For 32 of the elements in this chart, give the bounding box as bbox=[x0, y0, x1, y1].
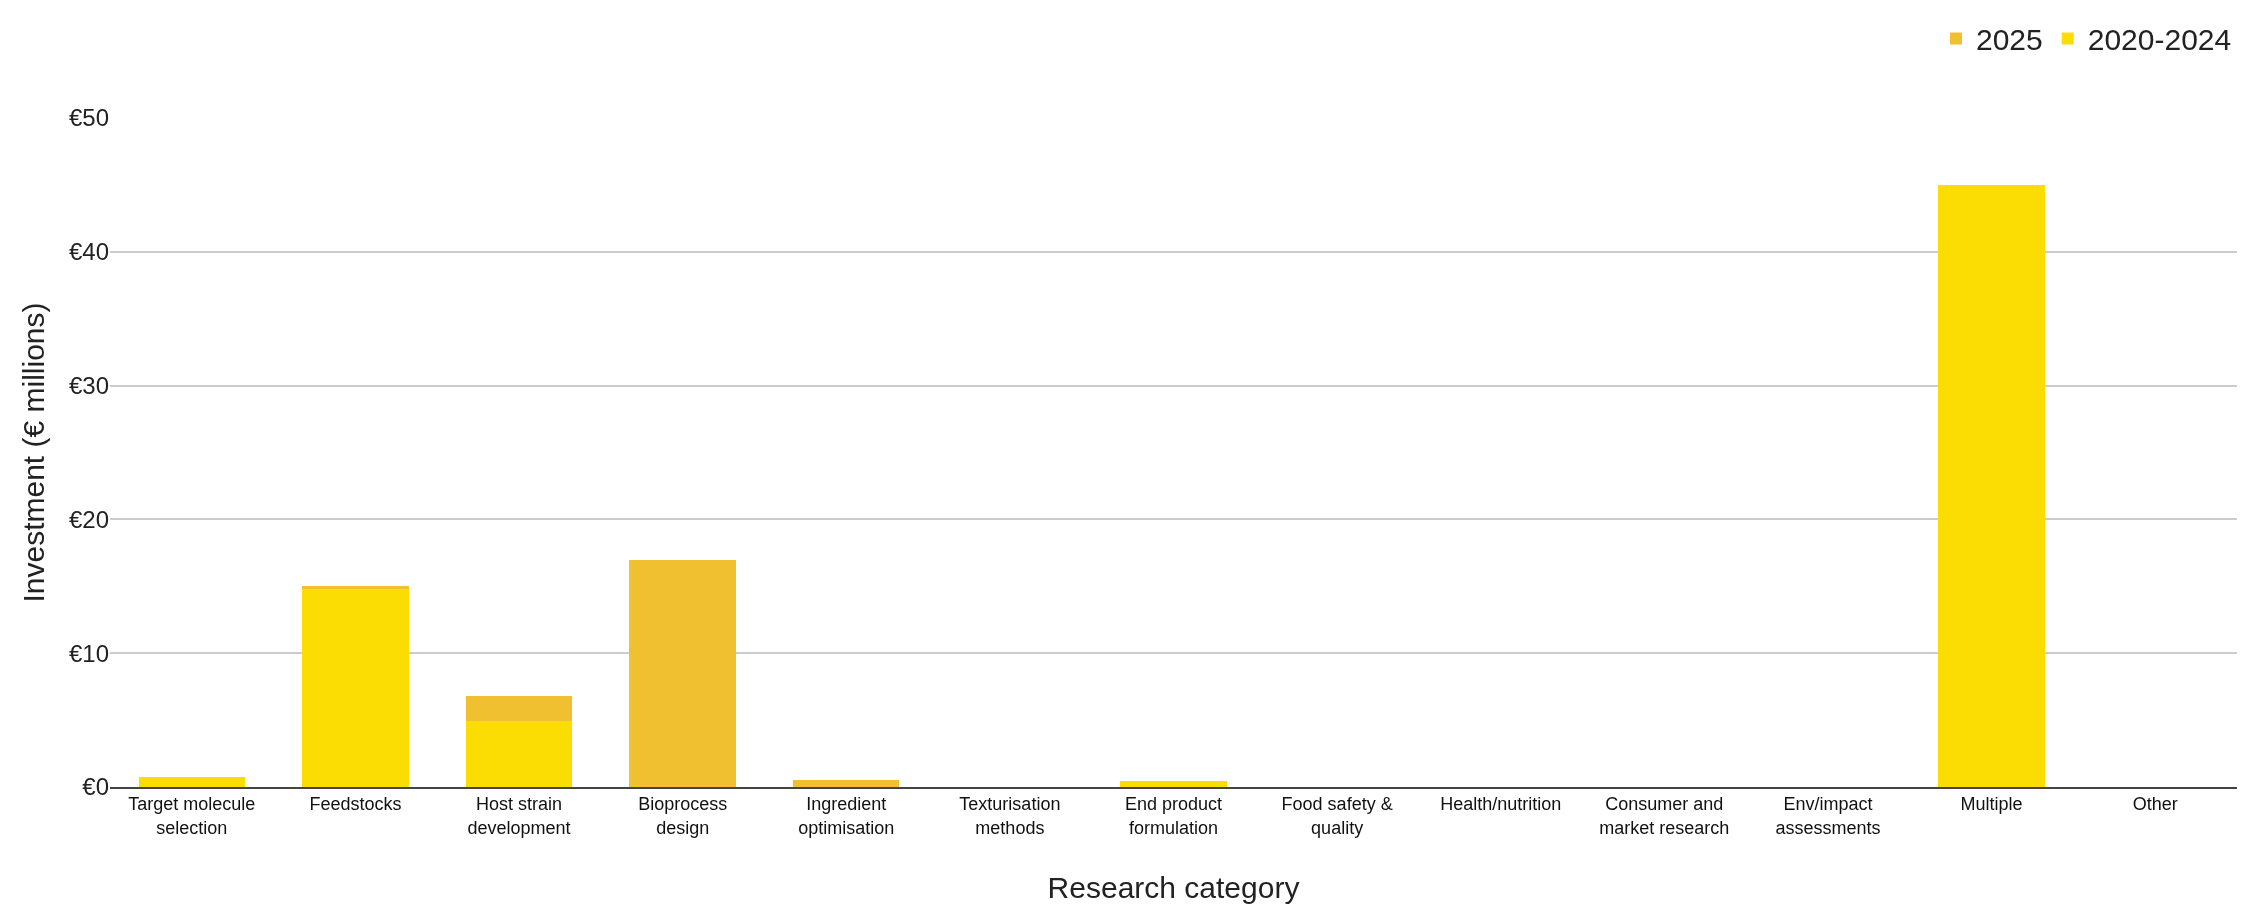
bar bbox=[1120, 780, 1227, 787]
x-tick-label: Health/nutrition bbox=[1440, 794, 1562, 815]
x-tick-label: Bioprocess design bbox=[638, 794, 728, 838]
y-tick-label: €10 bbox=[68, 639, 109, 667]
x-axis-title: Research category bbox=[1047, 870, 1300, 904]
bar bbox=[302, 588, 409, 787]
bar bbox=[1938, 184, 2045, 787]
legend-label: 2020-2024 bbox=[2087, 23, 2232, 57]
x-tick-label: Feedstocks bbox=[309, 794, 402, 815]
y-tick-label: €30 bbox=[68, 372, 109, 399]
bar bbox=[629, 559, 736, 787]
x-tick-label: Multiple bbox=[1960, 794, 2023, 815]
y-tick-label: €0 bbox=[82, 773, 109, 801]
x-tick-label: Food safety & quality bbox=[1281, 794, 1393, 838]
y-tick-label: €50 bbox=[68, 104, 109, 132]
y-tick-label: €20 bbox=[68, 505, 109, 533]
x-tick-label: Other bbox=[2132, 794, 2178, 815]
x-tick-label: End product formulation bbox=[1124, 794, 1223, 838]
x-tick-label: Host strain development bbox=[467, 794, 571, 838]
bar bbox=[465, 721, 573, 787]
x-tick-label: Target molecule selection bbox=[128, 794, 256, 838]
bar bbox=[465, 696, 573, 722]
bar bbox=[793, 780, 900, 787]
y-tick-label: €40 bbox=[68, 238, 109, 266]
x-tick-label: Env/impact assessments bbox=[1775, 794, 1881, 838]
x-tick-label: Texturisation methods bbox=[959, 794, 1061, 838]
x-tick-label: Ingredient optimisation bbox=[798, 794, 895, 838]
legend-label: 2025 bbox=[1976, 23, 2043, 57]
bar bbox=[138, 776, 245, 787]
x-tick-label: Consumer and market research bbox=[1599, 794, 1730, 838]
bar bbox=[302, 586, 409, 589]
y-axis-title: Investment (€ millions) bbox=[16, 302, 50, 603]
